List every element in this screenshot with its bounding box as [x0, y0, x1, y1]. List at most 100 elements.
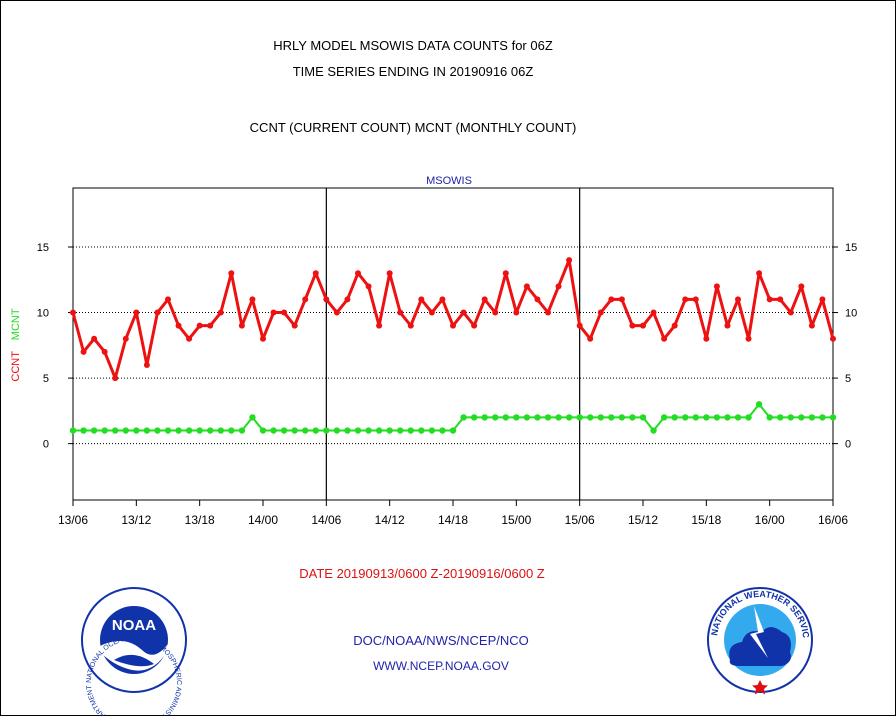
point-mcnt [112, 427, 119, 434]
point-mcnt [660, 414, 668, 421]
point-ccnt [471, 322, 478, 329]
point-ccnt [175, 322, 182, 329]
point-mcnt [270, 427, 277, 434]
point-ccnt [566, 257, 573, 264]
point-mcnt [259, 427, 267, 434]
point-mcnt [312, 427, 319, 434]
point-mcnt [703, 414, 710, 421]
point-ccnt [70, 309, 76, 316]
noaa-logo: NOAA NATIONAL OCEANIC AND ATMOSPHERIC AD… [81, 587, 187, 716]
point-mcnt [122, 427, 129, 434]
ytick-label-left: 0 [43, 439, 49, 451]
point-mcnt [397, 427, 404, 434]
point-ccnt [333, 309, 340, 316]
ytick-label-right: 0 [845, 439, 851, 451]
xtick-label: 15/12 [628, 513, 658, 527]
point-ccnt [228, 270, 235, 277]
point-ccnt [830, 335, 836, 342]
point-mcnt [164, 427, 172, 434]
point-ccnt [587, 335, 594, 342]
point-ccnt [534, 296, 541, 303]
point-mcnt [576, 414, 583, 421]
point-mcnt [618, 414, 626, 421]
point-ccnt [91, 335, 98, 342]
point-mcnt [175, 427, 182, 434]
point-mcnt [492, 414, 499, 421]
point-mcnt [639, 414, 647, 421]
point-ccnt [418, 296, 425, 303]
point-ccnt [217, 309, 224, 316]
ytick-label-left: 15 [37, 242, 49, 254]
point-mcnt [597, 414, 604, 421]
point-ccnt [629, 322, 636, 329]
point-ccnt [249, 296, 256, 303]
point-ccnt [165, 296, 171, 303]
point-mcnt [375, 427, 383, 434]
point-mcnt [798, 414, 805, 421]
axis-layer: 0 0 5 5 10 10 15 15 13/06 13/12 13/18 14/00 14/06 14/… [37, 242, 858, 527]
xtick-label: 14/00 [248, 513, 278, 527]
point-ccnt [766, 296, 773, 303]
point-mcnt [280, 427, 288, 434]
point-ccnt [186, 335, 193, 342]
point-mcnt [333, 427, 341, 434]
point-ccnt [608, 296, 615, 303]
point-ccnt [787, 309, 794, 316]
point-ccnt [260, 335, 266, 342]
point-ccnt [502, 270, 509, 277]
point-mcnt [608, 414, 615, 421]
point-ccnt [365, 283, 372, 290]
xtick-label: 13/06 [58, 513, 88, 527]
point-mcnt [587, 414, 594, 421]
point-ccnt [819, 296, 826, 303]
point-ccnt [386, 270, 393, 277]
point-ccnt [281, 309, 288, 316]
point-mcnt [502, 414, 509, 421]
point-mcnt [745, 414, 752, 421]
point-mcnt [69, 427, 77, 434]
point-mcnt [470, 414, 478, 421]
point-mcnt [829, 414, 837, 421]
point-mcnt [766, 414, 773, 421]
point-ccnt [555, 283, 562, 290]
point-ccnt [323, 296, 330, 303]
point-mcnt [692, 414, 699, 421]
header-subtitle: CCNT (CURRENT COUNT) MCNT (MONTHLY COUNT… [249, 120, 577, 135]
point-mcnt [565, 414, 573, 421]
point-ccnt [143, 361, 150, 368]
plot-area-border [72, 187, 834, 501]
point-ccnt [291, 322, 298, 329]
point-mcnt [133, 427, 140, 434]
footer-url[interactable]: WWW.NCEP.NOAA.GOV [373, 659, 509, 673]
grid-layer [73, 188, 833, 500]
series-ccnt [70, 257, 836, 382]
point-ccnt [376, 322, 383, 329]
point-ccnt [207, 322, 214, 329]
ylabel-group: CCNT MCNT [10, 308, 22, 381]
series-mcnt [69, 401, 837, 434]
xtick-label: 14/06 [311, 513, 341, 527]
ytick-label-left: 5 [43, 373, 49, 385]
noaa-logo-text: NOAA [112, 617, 156, 634]
point-mcnt [291, 427, 298, 434]
point-mcnt [302, 427, 309, 434]
point-ccnt [703, 335, 710, 342]
footer-date-range: DATE 20190913/0600 Z-20190916/0600 Z [299, 566, 545, 581]
ylabel-ccnt: CCNT [10, 351, 22, 382]
point-ccnt [101, 348, 108, 355]
xtick-label: 14/12 [375, 513, 405, 527]
ytick-label-right: 15 [845, 242, 857, 254]
point-ccnt [481, 296, 488, 303]
point-ccnt [513, 309, 520, 316]
point-mcnt [185, 427, 193, 434]
point-mcnt [544, 414, 552, 421]
point-ccnt [756, 270, 763, 277]
point-ccnt [682, 296, 689, 303]
point-ccnt [597, 309, 604, 316]
point-mcnt [449, 427, 457, 434]
point-mcnt [90, 427, 98, 434]
point-ccnt [302, 296, 309, 303]
point-mcnt [407, 427, 414, 434]
point-mcnt [713, 414, 721, 421]
